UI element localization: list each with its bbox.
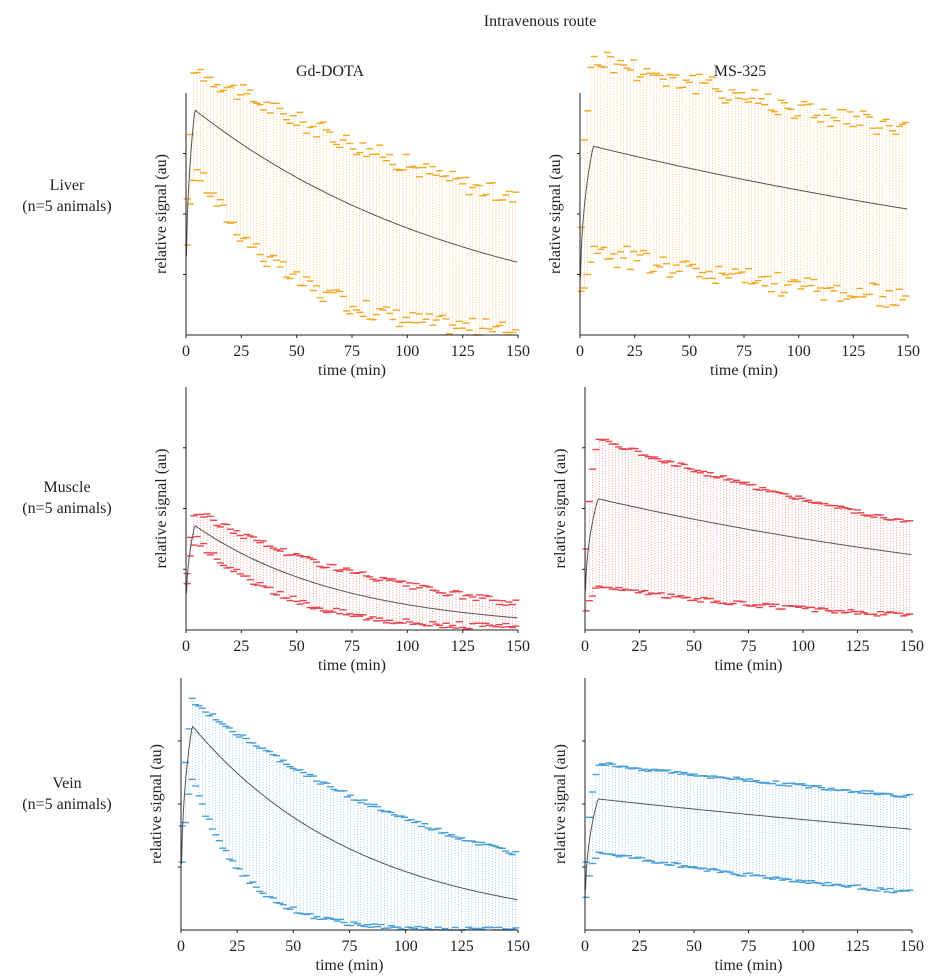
x-tick-label: 50 [285, 938, 301, 955]
x-tick-label: 0 [576, 343, 584, 360]
x-tick-label: 100 [787, 343, 811, 360]
x-axis-label: time (min) [715, 657, 783, 674]
x-tick-label: 150 [506, 638, 530, 655]
error-bars-vein-gd-dota [178, 697, 520, 931]
x-tick-label: 125 [841, 343, 865, 360]
panel-liver-ms-325: 0 25 50 75 100 125 150 time (min) relative signa… [547, 51, 920, 379]
x-tick-label: 0 [177, 938, 185, 955]
x-tick-label: 75 [741, 638, 757, 655]
x-tick-label: 25 [233, 343, 249, 360]
x-tick-label: 75 [342, 938, 358, 955]
x-tick-label: 0 [182, 343, 190, 360]
x-tick-label: 25 [632, 638, 648, 655]
x-tick-label: 100 [395, 343, 419, 360]
x-tick-label: 50 [681, 343, 697, 360]
panel-vein-ms-325: 0 25 50 75 100 125 150 time (min) relative signa… [552, 678, 924, 974]
mean-signal-line [584, 498, 912, 591]
x-tick-label: 150 [896, 343, 920, 360]
column-header-gd-dota: Gd-DOTA [296, 63, 364, 80]
figure-title: Intravenous route [484, 13, 596, 30]
panel-vein-gd-dota: 0 25 50 75 100 125 150 time (min) relative signa… [148, 678, 530, 974]
x-tick-label: 75 [736, 343, 752, 360]
x-tick-label: 50 [686, 638, 702, 655]
x-tick-label: 0 [581, 638, 589, 655]
x-tick-label: 125 [450, 938, 474, 955]
x-tick-label: 25 [627, 343, 643, 360]
error-bars-muscle-gd-dota [183, 513, 520, 630]
x-tick-label: 0 [581, 938, 589, 955]
x-tick-label: 150 [900, 938, 924, 955]
row-sublabel-muscle: (n=5 animals) [22, 500, 111, 517]
y-axis-label: relative signal (au) [552, 449, 569, 569]
y-axis-label: relative signal (au) [153, 449, 170, 569]
x-axis-label: time (min) [318, 657, 386, 674]
y-axis-label: relative signal (au) [148, 744, 165, 864]
panel-muscle-ms-325: 0 25 50 75 100 125 150 time (min) relative signa… [552, 387, 924, 674]
x-axis-label: time (min) [715, 957, 783, 974]
row-label-liver: Liver [50, 177, 85, 194]
x-tick-label: 25 [632, 938, 648, 955]
x-tick-label: 75 [344, 343, 360, 360]
x-axis-label: time (min) [710, 362, 778, 379]
column-header-ms-325: MS-325 [714, 63, 766, 80]
x-tick-label: 150 [506, 938, 530, 955]
panel-liver-gd-dota: 0 25 50 75 100 125 150 time (min) relative signa… [153, 68, 530, 379]
mean-signal-line [579, 145, 908, 278]
x-tick-label: 100 [791, 938, 815, 955]
row-label-muscle: Muscle [43, 479, 90, 496]
error-bars-liver-gd-dota [183, 68, 520, 336]
mean-signal-line [584, 798, 912, 891]
x-tick-label: 100 [395, 638, 419, 655]
x-tick-label: 100 [394, 938, 418, 955]
mean-signal-line [185, 525, 518, 619]
mean-signal-line [185, 109, 518, 263]
x-tick-label: 150 [900, 638, 924, 655]
x-tick-label: 125 [451, 638, 475, 655]
panels-group: 0 25 50 75 100 125 150 time (min) relative signa… [148, 51, 924, 974]
x-tick-label: 125 [846, 638, 870, 655]
row-label-vein: Vein [52, 775, 81, 792]
x-tick-label: 50 [289, 638, 305, 655]
y-axis-label: relative signal (au) [153, 154, 170, 274]
y-axis-label: relative signal (au) [547, 154, 564, 274]
mean-signal-line [180, 725, 518, 901]
error-bars-vein-ms-325 [582, 762, 914, 898]
y-axis-label: relative signal (au) [552, 744, 569, 864]
x-axis-label: time (min) [316, 957, 384, 974]
x-tick-label: 100 [791, 638, 815, 655]
x-tick-label: 0 [182, 638, 190, 655]
row-sublabel-vein: (n=5 animals) [22, 796, 111, 813]
error-bars-muscle-ms-325 [582, 438, 914, 617]
error-bars-liver-ms-325 [577, 51, 910, 308]
x-tick-label: 125 [451, 343, 475, 360]
x-tick-label: 150 [506, 343, 530, 360]
row-sublabel-liver: (n=5 animals) [22, 198, 111, 215]
x-axis-label: time (min) [318, 362, 386, 379]
x-tick-label: 125 [846, 938, 870, 955]
x-tick-label: 25 [233, 638, 249, 655]
x-tick-label: 75 [741, 938, 757, 955]
panel-muscle-gd-dota: 0 25 50 75 100 125 150 time (min) relative signa… [153, 387, 530, 674]
x-tick-label: 50 [686, 938, 702, 955]
x-tick-label: 75 [344, 638, 360, 655]
x-tick-label: 50 [289, 343, 305, 360]
x-tick-label: 25 [229, 938, 245, 955]
